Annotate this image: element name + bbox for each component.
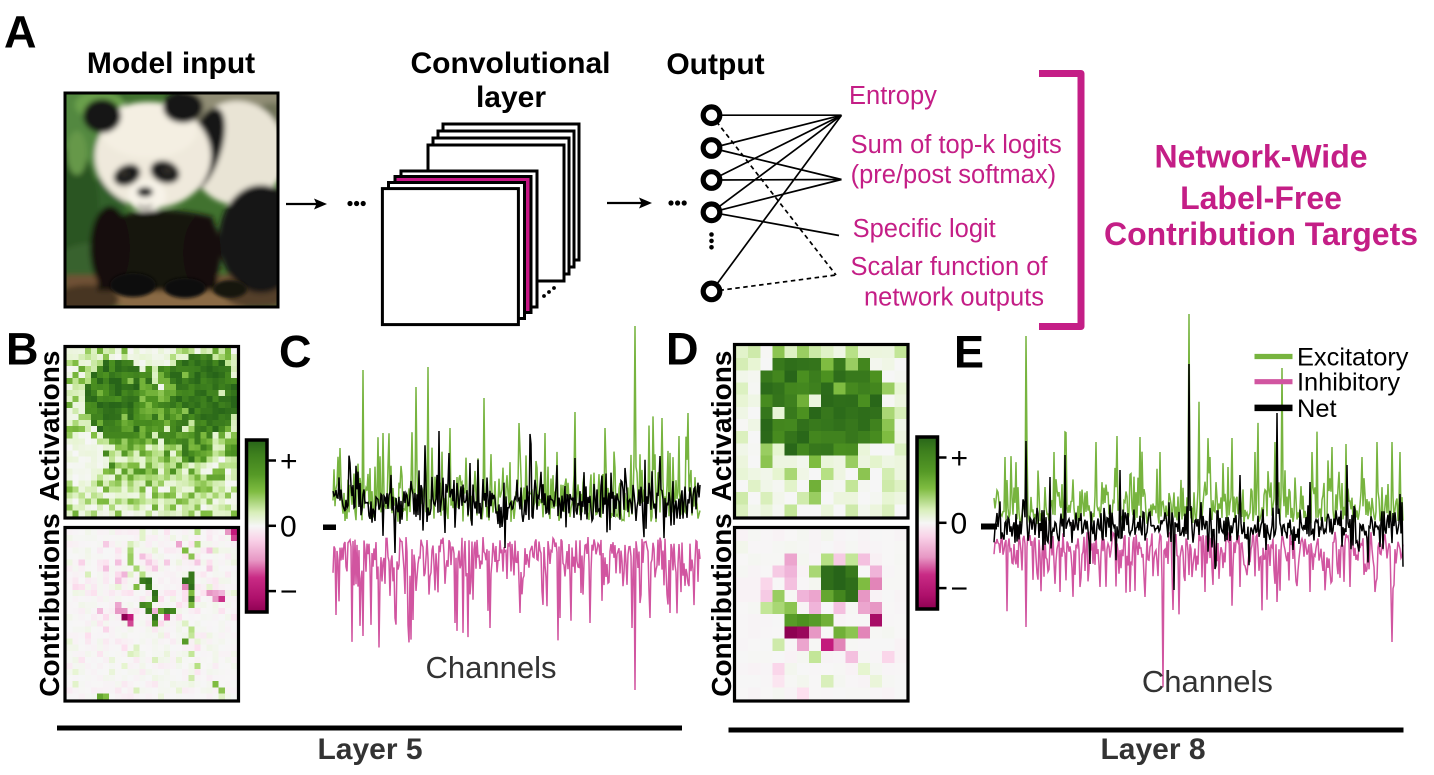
svg-text:Contributions: Contributions — [34, 513, 65, 697]
svg-text:Inhibitory: Inhibitory — [1297, 369, 1400, 397]
svg-text:Layer 8: Layer 8 — [1100, 733, 1205, 766]
svg-text:Contributions: Contributions — [706, 513, 737, 697]
svg-text:Network-Wide: Network-Wide — [1154, 139, 1367, 175]
svg-text:B: B — [6, 324, 39, 375]
svg-text:−: − — [951, 573, 969, 606]
svg-text:(pre/post softmax): (pre/post softmax) — [851, 161, 1056, 189]
svg-text:Net: Net — [1297, 395, 1337, 423]
svg-text:layer: layer — [476, 81, 546, 114]
svg-text:Model input: Model input — [87, 47, 255, 80]
svg-text:Label-Free: Label-Free — [1180, 180, 1342, 216]
svg-text:Layer 5: Layer 5 — [317, 733, 422, 766]
svg-text:C: C — [279, 326, 312, 377]
svg-text:−: − — [280, 576, 298, 609]
svg-text:D: D — [666, 324, 699, 375]
svg-text:Excitatory: Excitatory — [1297, 344, 1409, 372]
svg-text:E: E — [954, 327, 984, 378]
svg-text:Scalar function of: Scalar function of — [850, 253, 1048, 281]
svg-text:Convolutional: Convolutional — [411, 47, 611, 80]
svg-text:Activations: Activations — [34, 351, 65, 502]
svg-text:Contribution Targets: Contribution Targets — [1104, 216, 1418, 252]
svg-text:+: + — [951, 442, 969, 475]
svg-text:Sum of top-k logits: Sum of top-k logits — [851, 131, 1062, 159]
svg-text:Output: Output — [666, 48, 764, 81]
svg-text:Activations: Activations — [706, 351, 737, 502]
svg-text:+: + — [280, 445, 298, 478]
svg-text:network outputs: network outputs — [864, 284, 1044, 312]
svg-text:0: 0 — [951, 507, 968, 540]
svg-text:Channels: Channels — [1142, 664, 1273, 699]
svg-text:Entropy: Entropy — [849, 82, 937, 110]
svg-text:A: A — [4, 7, 37, 58]
svg-text:0: 0 — [280, 510, 297, 543]
svg-text:Channels: Channels — [426, 650, 557, 685]
svg-text:Specific logit: Specific logit — [853, 215, 996, 243]
